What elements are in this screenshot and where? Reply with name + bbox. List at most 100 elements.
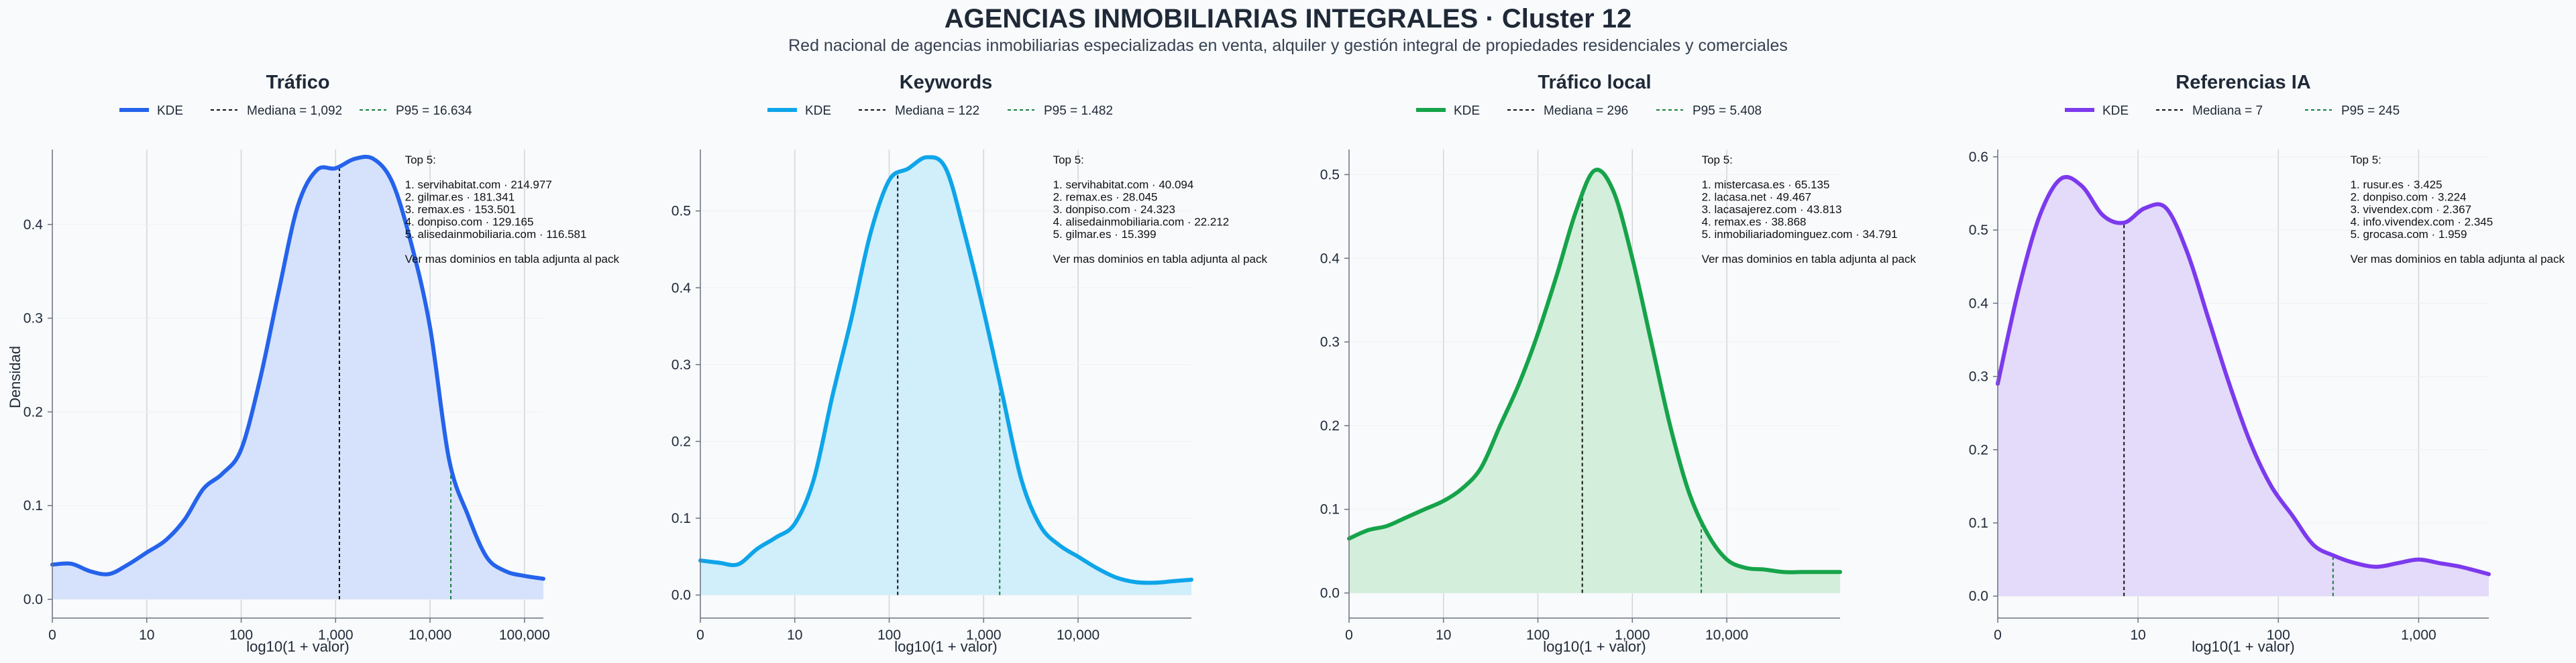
annotation-line: 5. gilmar.es · 15.399: [1053, 228, 1157, 241]
legend-label-median: Mediana = 122: [895, 104, 979, 118]
kde-line: [1347, 168, 1842, 575]
annotation-line: Ver mas dominios en tabla adjunta al pac…: [2351, 253, 2565, 265]
annotation-line: Ver mas dominios en tabla adjunta al pac…: [405, 253, 620, 265]
annotation-line: 1. mistercasa.es · 65.135: [1702, 178, 1830, 191]
x-axis-label: log10(1 + valor): [246, 638, 349, 655]
y-tick-label: 0.4: [672, 280, 692, 296]
annotation-line: 3. remax.es · 153.501: [405, 203, 516, 216]
x-tick-label: 10: [139, 627, 154, 643]
y-tick-label: 0.6: [1969, 149, 1988, 165]
chart-title: Tráfico local: [1538, 72, 1651, 93]
x-tick-label: 10,000: [409, 627, 451, 643]
annotation-line: Ver mas dominios en tabla adjunta al pac…: [1702, 253, 1917, 265]
annotation-line: 1. servihabitat.com · 40.094: [1053, 178, 1194, 191]
annotation-line: 4. remax.es · 38.868: [1702, 216, 1807, 229]
legend-label-p95: P95 = 245: [2341, 104, 2400, 118]
x-tick-label: 10: [2130, 627, 2145, 643]
annotation-line: Ver mas dominios en tabla adjunta al pac…: [1053, 253, 1268, 265]
x-tick-label: 1,000: [318, 627, 354, 643]
y-tick-label: 0.2: [23, 404, 43, 420]
annotation-line: 2. lacasa.net · 49.467: [1702, 191, 1812, 204]
legend-label-p95: P95 = 1.482: [1044, 104, 1113, 118]
legend-label-p95: P95 = 16.634: [396, 104, 472, 118]
y-tick-label: 0.5: [1969, 223, 1988, 238]
annotation-line: 4. alisedainmobiliaria.com · 22.212: [1053, 216, 1230, 229]
legend-label-median: Mediana = 296: [1544, 104, 1628, 118]
annotation-line: Top 5:: [405, 154, 436, 166]
annotation-line: 2. remax.es · 28.045: [1053, 191, 1158, 204]
legend-label-kde: KDE: [1454, 104, 1480, 118]
x-tick-label: 0: [1994, 627, 2002, 643]
y-tick-label: 0.0: [1969, 589, 1988, 604]
kde-area: [700, 157, 1191, 595]
legend-label-p95: P95 = 5.408: [1693, 104, 1762, 118]
annotation-line: 3. donpiso.com · 24.323: [1053, 203, 1175, 216]
annotation-line: 2. donpiso.com · 3.224: [2351, 191, 2467, 204]
kde-line: [698, 155, 1193, 585]
legend-label-kde: KDE: [157, 104, 183, 118]
x-axis-label: log10(1 + valor): [894, 638, 997, 655]
x-axis-label: log10(1 + valor): [2192, 638, 2294, 655]
annotation-line: Top 5:: [1702, 154, 1733, 166]
chart-title: Keywords: [900, 72, 993, 93]
x-axis-label: log10(1 + valor): [1543, 638, 1646, 655]
chart-4: Referencias IA KDE Mediana = 7 P95 = 245 0 10…: [1969, 72, 2565, 655]
legend: KDE Mediana = 7 P95 = 245: [2065, 104, 2400, 118]
y-tick-label: 0.5: [672, 204, 691, 219]
y-tick-label: 0.1: [23, 498, 43, 514]
y-tick-label: 0.2: [1969, 442, 1988, 458]
y-tick-label: 0.3: [672, 357, 691, 373]
kde-area: [1998, 177, 2489, 597]
x-tick-label: 10,000: [1057, 627, 1099, 643]
chart-title: Tráfico: [266, 72, 329, 93]
legend-label-median: Mediana = 1,092: [247, 104, 342, 118]
y-tick-label: 0.4: [1320, 251, 1340, 266]
annotation-line: 1. rusur.es · 3.425: [2351, 178, 2443, 191]
kde-line: [50, 154, 545, 581]
kde-line: [1996, 175, 2491, 577]
y-tick-label: 0.4: [1969, 296, 1989, 311]
legend-label-median: Mediana = 7: [2192, 104, 2263, 118]
y-tick-label: 0.1: [1320, 502, 1340, 518]
y-tick-label: 0.0: [672, 588, 691, 603]
x-tick-label: 1,000: [966, 627, 1002, 643]
y-tick-label: 0.1: [672, 511, 691, 526]
x-tick-label: 100: [2267, 627, 2290, 643]
chart-title: Referencias IA: [2176, 72, 2311, 93]
y-tick-label: 0.0: [23, 592, 43, 607]
x-tick-label: 0: [1345, 627, 1353, 643]
y-tick-label: 0.3: [1969, 369, 1988, 385]
y-tick-label: 0.2: [672, 434, 691, 449]
y-tick-label: 0.2: [1320, 418, 1340, 434]
annotation-line: 5. alisedainmobiliaria.com · 116.581: [405, 228, 587, 241]
y-tick-label: 0.3: [1320, 335, 1340, 350]
x-tick-label: 100: [877, 627, 901, 643]
chart-3: Tráfico local KDE Mediana = 296 P95 = 5.408…: [1320, 72, 1917, 655]
legend-label-kde: KDE: [805, 104, 831, 118]
chart-1: Tráfico KDE Mediana = 1,092 P95 = 16.634 0 10…: [7, 72, 619, 655]
annotation-line: 3. vivendex.com · 2.367: [2351, 203, 2471, 216]
annotation-line: 5. inmobiliariadominguez.com · 34.791: [1702, 228, 1898, 241]
x-tick-label: 0: [696, 627, 704, 643]
legend: KDE Mediana = 1,092 P95 = 16.634: [119, 104, 472, 118]
x-tick-label: 1,000: [1615, 627, 1650, 643]
annotation-line: 5. grocasa.com · 1.959: [2351, 228, 2467, 241]
annotation-line: Top 5:: [2351, 154, 2381, 166]
x-tick-label: 100: [1526, 627, 1550, 643]
page-subtitle: Red nacional de agencias inmobiliarias e…: [788, 36, 1788, 55]
x-tick-label: 0: [48, 627, 56, 643]
legend-label-kde: KDE: [2102, 104, 2129, 118]
chart-2: Keywords KDE Mediana = 122 P95 = 1.482 0 10 10…: [672, 72, 1268, 655]
annotation-line: 1. servihabitat.com · 214.977: [405, 178, 552, 191]
y-axis-label: Densidad: [7, 346, 23, 408]
y-tick-label: 0.1: [1969, 516, 1988, 531]
y-tick-label: 0.4: [23, 217, 44, 233]
y-tick-label: 0.3: [23, 311, 43, 326]
x-tick-label: 10: [787, 627, 802, 643]
kde-area: [52, 156, 543, 599]
